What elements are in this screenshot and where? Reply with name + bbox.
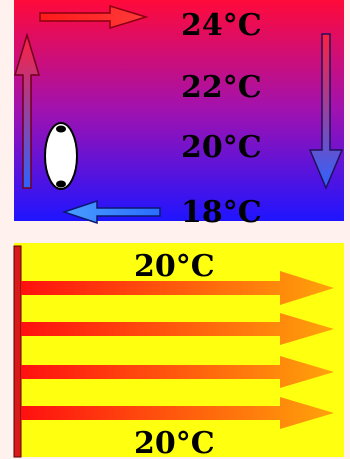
heat-arrow-icon xyxy=(21,397,334,429)
bottom-panel: 20°C 20°C xyxy=(13,243,344,459)
top-panel: 24°C 22°C 20°C 18°C xyxy=(13,0,344,230)
heated-wall xyxy=(13,245,22,458)
heat-arrow-icon xyxy=(21,271,334,305)
top-arrow-icon xyxy=(39,4,149,30)
down-arrow-icon xyxy=(308,33,344,190)
heat-arrow-icon xyxy=(21,313,334,345)
bottom-arrow-icon xyxy=(61,199,161,225)
temp-label-24: 24°C xyxy=(181,8,262,43)
radiator-icon xyxy=(44,122,78,190)
temp-label-bottom: 20°C xyxy=(134,426,215,459)
temp-label-20: 20°C xyxy=(181,130,262,165)
temp-label-22: 22°C xyxy=(181,70,262,105)
temp-label-top: 20°C xyxy=(134,249,215,284)
heat-arrow-icon xyxy=(21,356,334,388)
up-arrow-icon xyxy=(13,32,41,189)
temp-label-18: 18°C xyxy=(181,195,262,230)
